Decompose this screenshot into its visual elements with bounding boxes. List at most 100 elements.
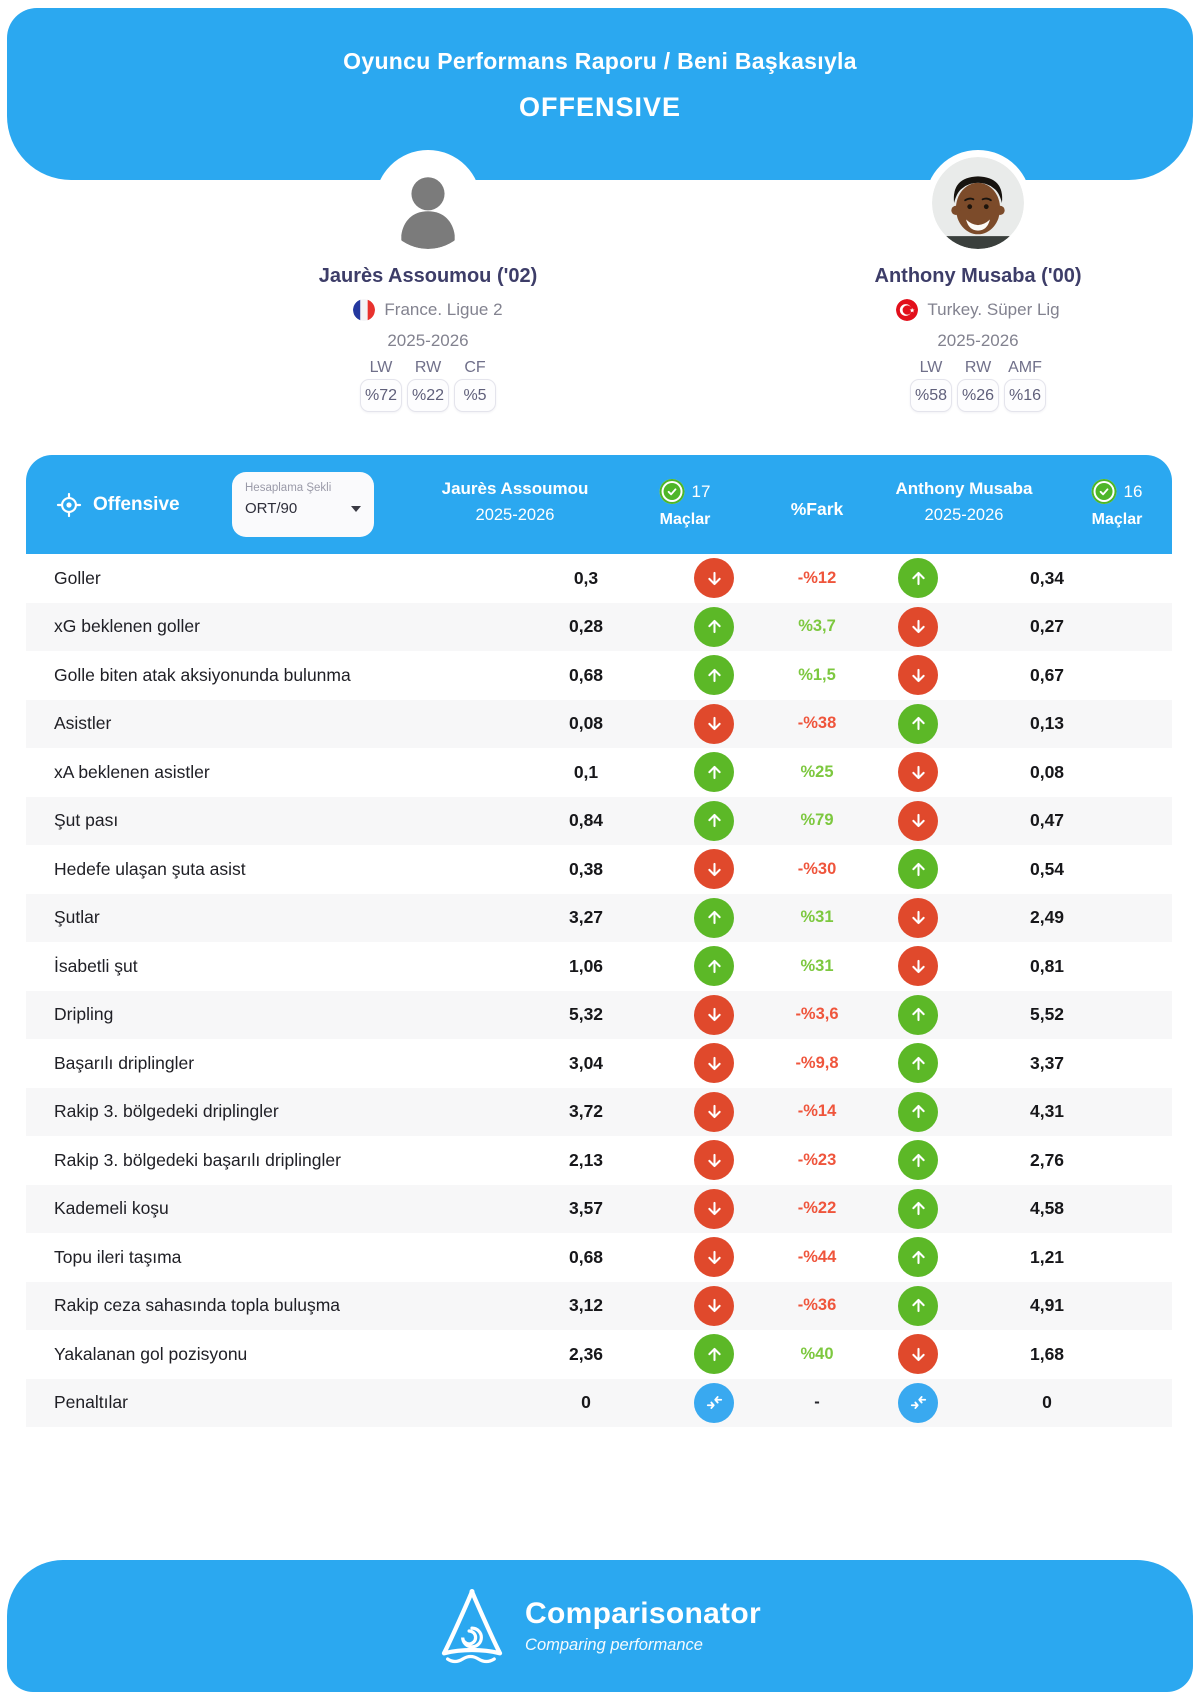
player2-trend <box>852 897 984 938</box>
diff-value: -%14 <box>797 1102 837 1121</box>
stats-table-header: Offensive Hesaplama Şekli ORT/90 Jaurès … <box>26 455 1172 554</box>
table-row: Başarılı driplingler 3,04 -%9,8 3,37 <box>26 1039 1172 1088</box>
chevron-down-icon[interactable] <box>351 505 361 512</box>
stat-name: İsabetli şut <box>54 955 138 976</box>
diff-value: -%3,6 <box>795 1005 839 1024</box>
diff-value: -%9,8 <box>795 1053 839 1072</box>
brand-tagline: Comparing performance <box>525 1636 703 1654</box>
up-arrow-icon <box>694 655 734 696</box>
player-name: Anthony Musaba ('00) <box>874 265 1082 287</box>
player1-value: 3,72 <box>568 1101 604 1122</box>
stat-name: Dripling <box>54 1004 114 1025</box>
player1-value: 2,36 <box>568 1343 604 1364</box>
position-share-badge: %16 <box>1004 379 1046 412</box>
header-player1: Jaurès Assoumou 2025-2026 <box>442 479 589 525</box>
table-row: İsabetli şut 1,06 %31 0,81 <box>26 942 1172 991</box>
stats-rows: Goller 0,3 -%12 0,34 xG beklenen goller 0,2… <box>26 554 1172 1427</box>
down-arrow-icon <box>694 1043 734 1084</box>
up-arrow-icon <box>694 800 734 841</box>
header-player1-matches: 17 Maçlar <box>659 479 711 529</box>
player2-value: 0,08 <box>1029 761 1065 782</box>
stat-name: Goller <box>54 567 101 588</box>
table-row: Kademeli koşu 3,57 -%22 4,58 <box>26 1184 1172 1233</box>
player1-trend <box>646 655 782 696</box>
section-label-text: Offensive <box>93 493 180 515</box>
diff-value: %25 <box>800 762 834 781</box>
player-season: 2025-2026 <box>937 331 1019 350</box>
header-player2-matches: 16 Maçlar <box>1091 479 1142 529</box>
up-arrow-icon <box>898 558 938 599</box>
stat-name: Kademeli koşu <box>54 1198 169 1219</box>
player2-trend <box>852 1188 984 1229</box>
player2-value: 4,31 <box>1029 1101 1065 1122</box>
player2-trend <box>852 655 984 696</box>
up-arrow-icon <box>898 1140 938 1181</box>
down-arrow-icon <box>694 1237 734 1278</box>
player1-value: 3,04 <box>568 1052 604 1073</box>
player-photo <box>932 157 1024 249</box>
diff-value: -%38 <box>797 714 837 733</box>
report-subtitle: OFFENSIVE <box>518 92 682 122</box>
player2-value: 5,52 <box>1029 1004 1065 1025</box>
player2-trend <box>852 1334 984 1375</box>
player2-value: 1,68 <box>1029 1343 1065 1364</box>
position-share-badge: %26 <box>957 379 999 412</box>
player2-trend <box>852 606 984 647</box>
player1-trend <box>646 1140 782 1181</box>
player1-value: 0,1 <box>573 761 599 782</box>
stat-name: Rakip 3. bölgedeki driplingler <box>54 1101 279 1122</box>
player2-value: 4,58 <box>1029 1198 1065 1219</box>
diff-value: %31 <box>800 908 834 927</box>
up-arrow-icon <box>694 606 734 647</box>
league-label: Turkey. Süper Lig <box>927 300 1060 319</box>
dropdown-value: ORT/90 <box>245 500 298 517</box>
up-arrow-icon <box>694 946 734 987</box>
up-arrow-icon <box>694 897 734 938</box>
position-label: RW <box>964 359 992 376</box>
player1-trend <box>646 1382 782 1423</box>
diff-value: -%36 <box>797 1296 837 1315</box>
position-label: CF <box>464 359 486 376</box>
header-player1-name: Jaurès Assoumou <box>441 479 589 498</box>
table-row: Yakalanan gol pozisyonu 2,36 %40 1,68 <box>26 1330 1172 1379</box>
table-row: Golle biten atak aksiyonunda bulunma 0,68… <box>26 651 1172 700</box>
down-arrow-icon <box>898 946 938 987</box>
player1-value: 3,12 <box>568 1295 604 1316</box>
up-arrow-icon <box>898 1188 938 1229</box>
table-row: Dripling 5,32 -%3,6 5,52 <box>26 990 1172 1039</box>
player1-trend <box>646 1091 782 1132</box>
player-season: 2025-2026 <box>387 331 469 350</box>
player-card-1: Jaurès Assoumou ('02) France. Ligue 2 20… <box>248 150 608 412</box>
header-player2: Anthony Musaba 2025-2026 <box>896 479 1033 525</box>
player2-trend <box>852 994 984 1035</box>
stat-name: Penaltılar <box>54 1392 128 1413</box>
player2-value: 0,34 <box>1029 567 1065 588</box>
down-arrow-icon <box>898 800 938 841</box>
player2-value: 0 <box>1042 1392 1052 1413</box>
table-row: Asistler 0,08 -%38 0,13 <box>26 699 1172 748</box>
player-silhouette-icon <box>382 157 474 249</box>
player1-value: 0,3 <box>573 567 599 588</box>
table-row: Rakip 3. bölgedeki driplingler 3,72 -%14 … <box>26 1087 1172 1136</box>
table-row: Hedefe ulaşan şuta asist 0,38 -%30 0,54 <box>26 845 1172 894</box>
avatar <box>375 150 481 256</box>
stat-name: Asistler <box>54 713 112 734</box>
player2-value: 4,91 <box>1029 1295 1065 1316</box>
diff-value: %40 <box>800 1344 834 1363</box>
down-arrow-icon <box>898 1334 938 1375</box>
player1-trend <box>646 558 782 599</box>
section-label: Offensive <box>56 455 180 554</box>
calculation-mode-dropdown[interactable]: Hesaplama Şekli ORT/90 <box>232 472 374 537</box>
table-row: Şutlar 3,27 %31 2,49 <box>26 893 1172 942</box>
diff-column-header: %Fark <box>790 499 844 519</box>
up-arrow-icon <box>898 1285 938 1326</box>
player1-trend <box>646 1043 782 1084</box>
player2-trend <box>852 800 984 841</box>
stat-name: xG beklenen goller <box>54 616 200 637</box>
player1-trend <box>646 1237 782 1278</box>
player1-trend <box>646 994 782 1035</box>
stats-table: Offensive Hesaplama Şekli ORT/90 Jaurès … <box>26 455 1172 1427</box>
matches-label: Maçlar <box>659 511 711 528</box>
brand-name: Comparisonator <box>525 1597 761 1630</box>
stat-name: Şutlar <box>54 907 100 928</box>
